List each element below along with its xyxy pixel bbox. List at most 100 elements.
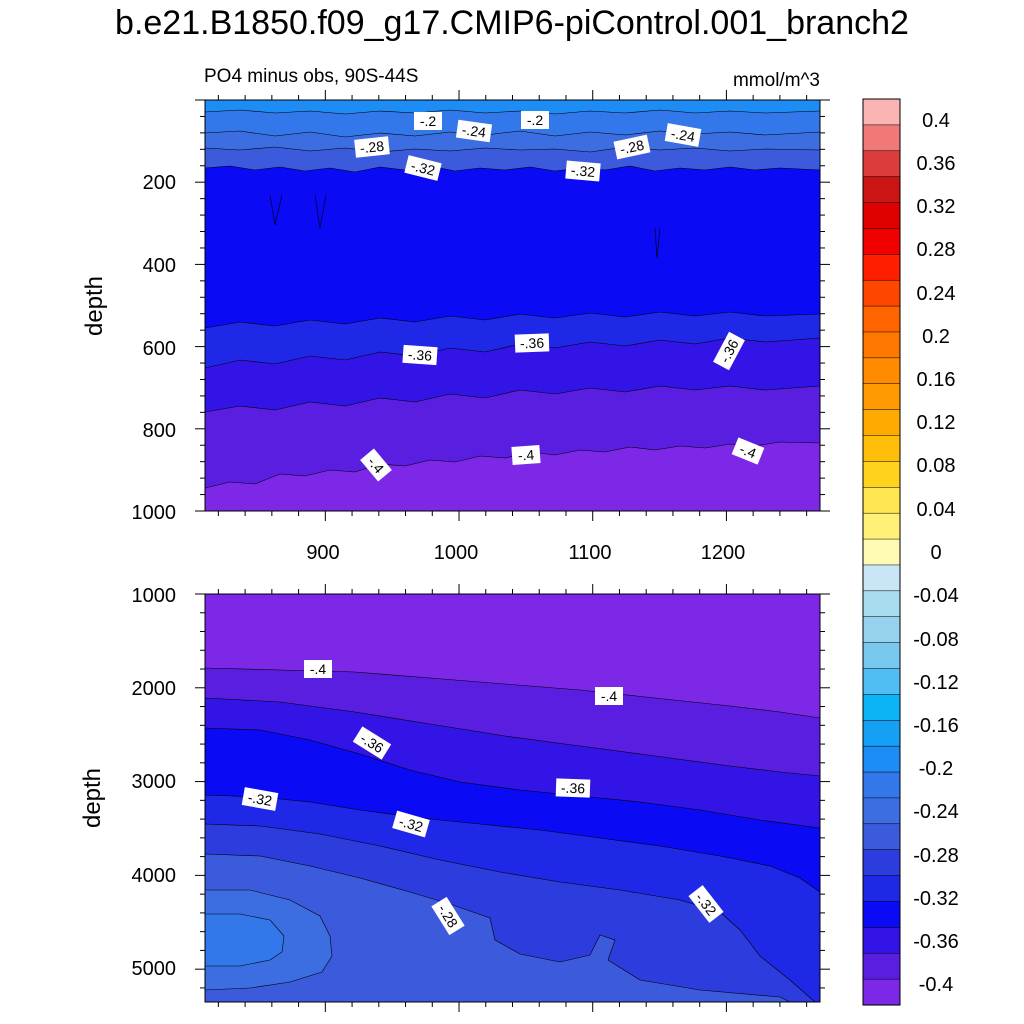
colorbar-box [862,176,901,204]
top-y-tick-label: 1000 [132,502,177,524]
colorbar-label: -0.4 [919,974,953,996]
band-fill [205,442,820,511]
contour-label: -.24 [664,123,702,147]
contour-label: -.36 [514,333,550,353]
bottom-y-tick-label: 1000 [132,585,177,607]
contour-label-text: -.28 [619,137,646,158]
contour-line [205,130,820,138]
bottom-y-tick-label: 4000 [132,865,177,887]
top-y-tick-label: 800 [143,420,176,442]
colorbar-label: -0.2 [919,758,953,780]
contour-label-text: -.24 [461,121,487,140]
x-tick-label: 1000 [434,542,479,564]
contour-line [205,913,285,967]
top-y-tick-label: 600 [143,338,176,360]
top-y-tick-label: 400 [143,255,176,277]
colorbar-box [862,228,901,255]
colorbar-box [862,720,901,747]
colorbar-box [862,461,901,488]
contour-line [205,794,820,893]
contour-label: -.4 [511,445,541,465]
colorbar-label: -0.24 [913,801,959,823]
contour-label-text: -.36 [407,346,432,364]
contour-label: -.4 [595,687,623,705]
chart-title: b.e21.B1850.f09_g17.CMIP6-piControl.001_… [115,4,909,42]
colorbar-label: 0.04 [917,499,956,521]
contour-label: -.28 [613,134,651,160]
bottom-y-axis-label: depth [79,768,106,828]
colorbar-box [862,331,901,359]
colorbar-box [862,590,901,618]
contour-label: -.28 [354,136,390,158]
colorbar-box [862,409,901,437]
contour-label-text: -.32 [409,157,436,178]
contour-label-text: -.4 [601,688,618,704]
colorbar-box [862,202,901,229]
colorbar-label: -0.04 [913,585,959,607]
colorbar-box [862,305,901,333]
colorbar-label: -0.36 [913,931,959,953]
colorbar-label: -0.12 [913,672,959,694]
contour-label: -.4 [360,448,392,482]
contour-label: -.32 [241,787,279,811]
colorbar-box [862,978,901,1006]
colorbar-box [862,745,901,773]
contour-label-text: -.4 [737,441,758,462]
colorbar-box [862,435,901,462]
contour-label: -.32 [392,810,430,838]
band-fill [205,914,284,966]
colorbar-box [862,538,901,566]
contour-label-text: -.24 [670,125,697,145]
colorbar-box [862,668,901,695]
colorbar-box [862,564,901,592]
colorbar-label: 0.2 [922,326,950,348]
colorbar-box [862,642,901,670]
band-fill [205,854,790,1002]
colorbar-box [862,357,901,385]
colorbar-box [862,927,901,954]
colorbar-box [862,279,901,307]
colorbar-box [862,254,901,281]
colorbar-box [862,512,901,540]
contour-label: -.4 [304,660,332,678]
bottom-y-tick-label: 5000 [132,958,177,980]
top-panel-left-header: PO4 minus obs, 90S-44S [204,66,418,87]
colorbar-box [862,952,901,980]
contour-label-text: -.2 [527,112,544,128]
colorbar-box [862,124,901,152]
colorbar-label: 0.28 [917,239,956,261]
contour-line [205,385,820,413]
contour-label-text: -.4 [517,446,535,463]
contour-label: -.2 [414,112,442,130]
top-panel-units-label: mmol/m^3 [733,70,820,91]
contour-label-text: -.36 [520,335,545,352]
colorbar-label: -0.32 [913,888,959,910]
colorbar-box [862,797,901,825]
contour-line [205,311,820,329]
contour-label-text: -.32 [247,789,274,809]
colorbar-label: 0.08 [917,455,956,477]
contour-label-text: -.32 [397,813,425,835]
top-panel-contours [205,100,820,511]
contour-line [205,727,820,829]
top-y-axis-label: depth [81,276,108,336]
colorbar-label: 0.32 [917,196,956,218]
contour-label-text: -.36 [561,780,586,797]
colorbar-label: 0.36 [917,153,956,175]
colorbar-label: -0.28 [913,845,959,867]
contour-label-text: -.32 [570,162,596,180]
colorbar-box [862,875,901,903]
colorbar-label: -0.08 [913,629,959,651]
contour-line [205,337,820,369]
colorbar-box [862,487,901,514]
colorbar-label: -0.16 [913,715,959,737]
colorbar-box [862,616,901,644]
contour-label: -.24 [455,119,493,143]
colorbar-label: 0 [930,542,941,564]
colorbar-label: 0.12 [917,412,956,434]
colorbar-box [862,823,901,851]
colorbar-box [862,98,901,126]
colorbar [862,98,901,1006]
contour-line [205,823,816,1002]
contour-line [205,109,820,115]
